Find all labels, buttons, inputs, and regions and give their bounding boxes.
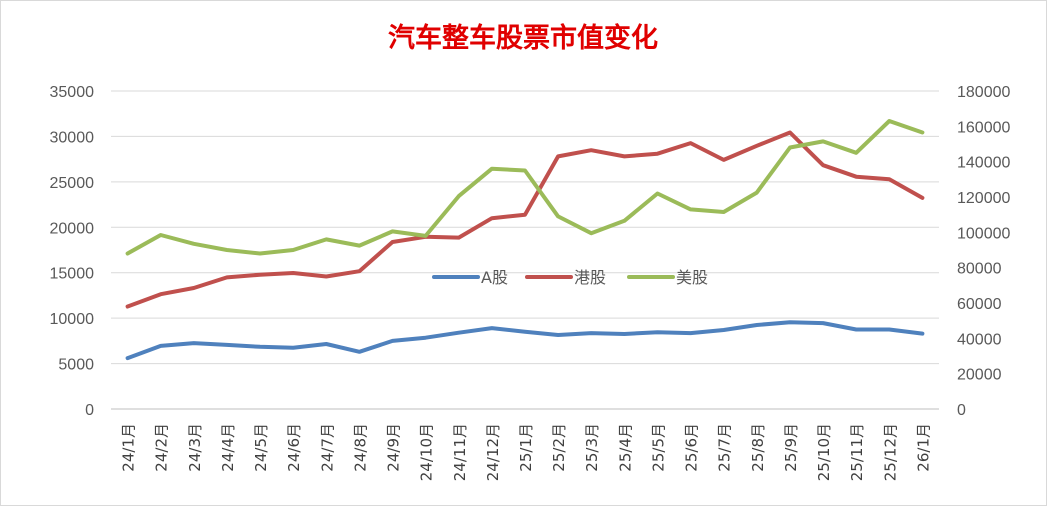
x-tick-label: 24/9月 <box>385 423 403 472</box>
x-tick-label: 25/10月 <box>815 423 833 481</box>
x-tick-label: 25/1月 <box>517 423 535 472</box>
x-tick-label: 25/12月 <box>881 423 899 481</box>
x-tick-label: 26/1月 <box>914 423 932 472</box>
legend-label: 港股 <box>574 268 606 287</box>
x-tick-label: 24/4月 <box>219 423 237 472</box>
right-y-tick-label: 100000 <box>957 225 1010 242</box>
right-y-tick-label: 140000 <box>957 155 1010 172</box>
x-tick-label: 24/6月 <box>285 423 303 472</box>
left-y-tick-label: 35000 <box>50 84 95 101</box>
x-tick-label: 24/10月 <box>418 423 436 481</box>
series-lines <box>125 119 925 361</box>
left-y-tick-label: 30000 <box>50 129 95 146</box>
series-line-A股 <box>125 320 925 361</box>
left-y-tick-label: 25000 <box>50 175 95 192</box>
x-tick-label: 24/11月 <box>451 423 469 481</box>
chart-title: 汽车整车股票市值变化 <box>388 22 658 54</box>
legend-label: A股 <box>481 268 508 287</box>
x-tick-label: 25/3月 <box>583 423 601 472</box>
series-line-港股 <box>125 130 925 309</box>
x-tick-label: 25/5月 <box>649 423 667 472</box>
right-axis-ticks: 0 20000 40000 60000 80000 100000 120000 140000 1… <box>957 84 1010 419</box>
x-tick-label: 24/8月 <box>351 423 369 472</box>
x-tick-label: 25/8月 <box>749 423 767 472</box>
x-tick-label: 24/1月 <box>120 423 138 472</box>
legend: A股 港股 美股 <box>432 268 708 287</box>
right-y-tick-label: 160000 <box>957 119 1010 136</box>
x-tick-label: 24/2月 <box>153 423 171 472</box>
left-y-tick-label: 5000 <box>58 357 94 374</box>
left-y-tick-label: 20000 <box>50 220 95 237</box>
left-y-tick-label: 15000 <box>50 266 95 283</box>
legend-label: 美股 <box>676 268 708 287</box>
x-tick-label: 25/2月 <box>550 423 568 472</box>
gridlines <box>111 90 939 410</box>
left-axis-ticks: 0 5000 10000 15000 20000 25000 30000 35000 <box>50 84 95 419</box>
right-y-tick-label: 20000 <box>957 367 1002 384</box>
right-y-tick-label: 180000 <box>957 84 1010 101</box>
x-tick-label: 25/7月 <box>716 423 734 472</box>
x-tick-label: 24/3月 <box>186 423 204 472</box>
left-y-tick-label: 0 <box>85 402 94 419</box>
x-tick-label: 24/12月 <box>484 423 502 481</box>
right-y-tick-label: 120000 <box>957 190 1010 207</box>
x-tick-label: 25/4月 <box>616 423 634 472</box>
x-axis-ticks: 24/1月 24/2月 24/3月 24/4月 24/5月 24/6月 24/7月 24/8月… <box>120 423 933 481</box>
x-tick-label: 24/7月 <box>318 423 336 472</box>
x-tick-label: 25/9月 <box>782 423 800 472</box>
right-y-tick-label: 80000 <box>957 261 1002 278</box>
right-y-tick-label: 0 <box>957 402 966 419</box>
x-tick-label: 25/11月 <box>848 423 866 481</box>
right-y-tick-label: 40000 <box>957 331 1002 348</box>
x-tick-label: 25/6月 <box>683 423 701 472</box>
series-line-美股 <box>125 119 925 256</box>
left-y-tick-label: 10000 <box>50 311 95 328</box>
x-tick-label: 24/5月 <box>252 423 270 472</box>
right-y-tick-label: 60000 <box>957 296 1002 313</box>
